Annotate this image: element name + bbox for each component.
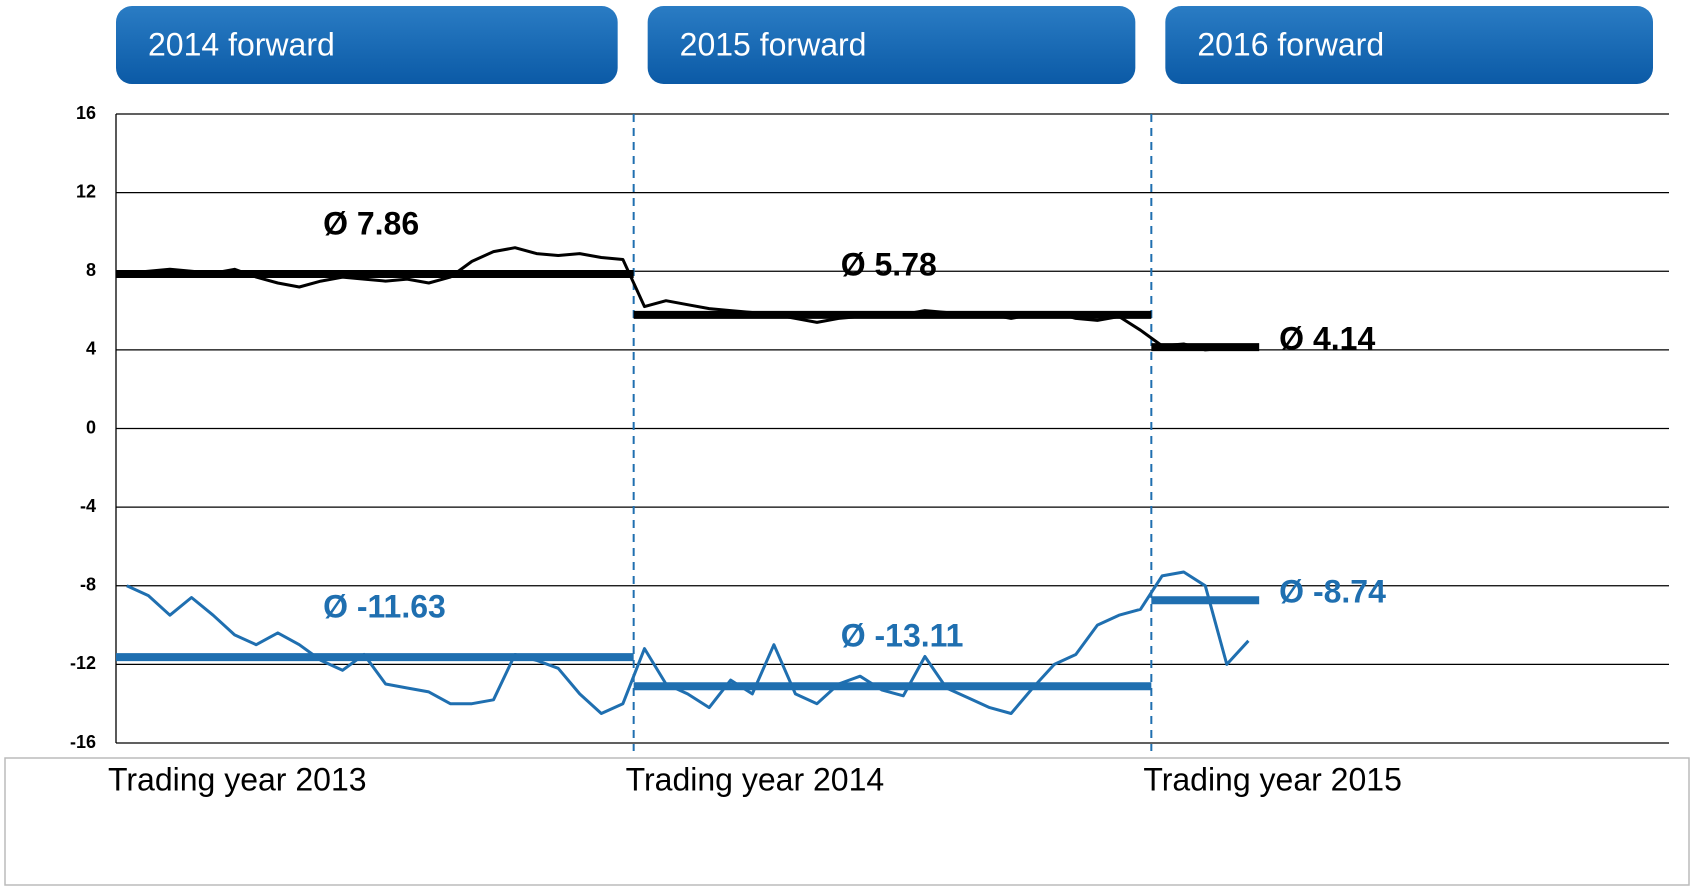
- average-label: Ø -11.63: [323, 589, 446, 625]
- y-tick-label: 8: [86, 260, 96, 280]
- average-label: Ø 4.14: [1279, 321, 1375, 357]
- header-box: [647, 6, 1136, 84]
- x-tick-label: Trading year 2013: [108, 761, 367, 797]
- average-label: Ø -13.11: [841, 618, 964, 654]
- y-tick-label: 0: [86, 417, 96, 437]
- header-label: 2014 forward: [148, 26, 335, 62]
- series-line: [126, 246, 1249, 352]
- y-tick-label: -16: [70, 732, 96, 752]
- y-tick-label: 16: [76, 103, 96, 123]
- y-tick-label: 12: [76, 181, 96, 201]
- y-tick-label: -12: [70, 653, 96, 673]
- y-tick-label: -8: [80, 575, 96, 595]
- header-label: 2015 forward: [680, 26, 867, 62]
- y-tick-label: -4: [80, 496, 96, 516]
- average-label: Ø 5.78: [841, 246, 937, 282]
- x-tick-label: Trading year 2015: [1143, 761, 1402, 797]
- average-label: Ø -8.74: [1279, 574, 1386, 610]
- y-tick-label: 4: [86, 339, 96, 359]
- header-box: [116, 6, 618, 84]
- average-label: Ø 7.86: [323, 205, 419, 241]
- header-box: [1165, 6, 1653, 84]
- header-label: 2016 forward: [1197, 26, 1384, 62]
- footer-box: [4, 757, 1690, 886]
- series-line: [126, 570, 1250, 715]
- x-tick-label: Trading year 2014: [626, 761, 885, 797]
